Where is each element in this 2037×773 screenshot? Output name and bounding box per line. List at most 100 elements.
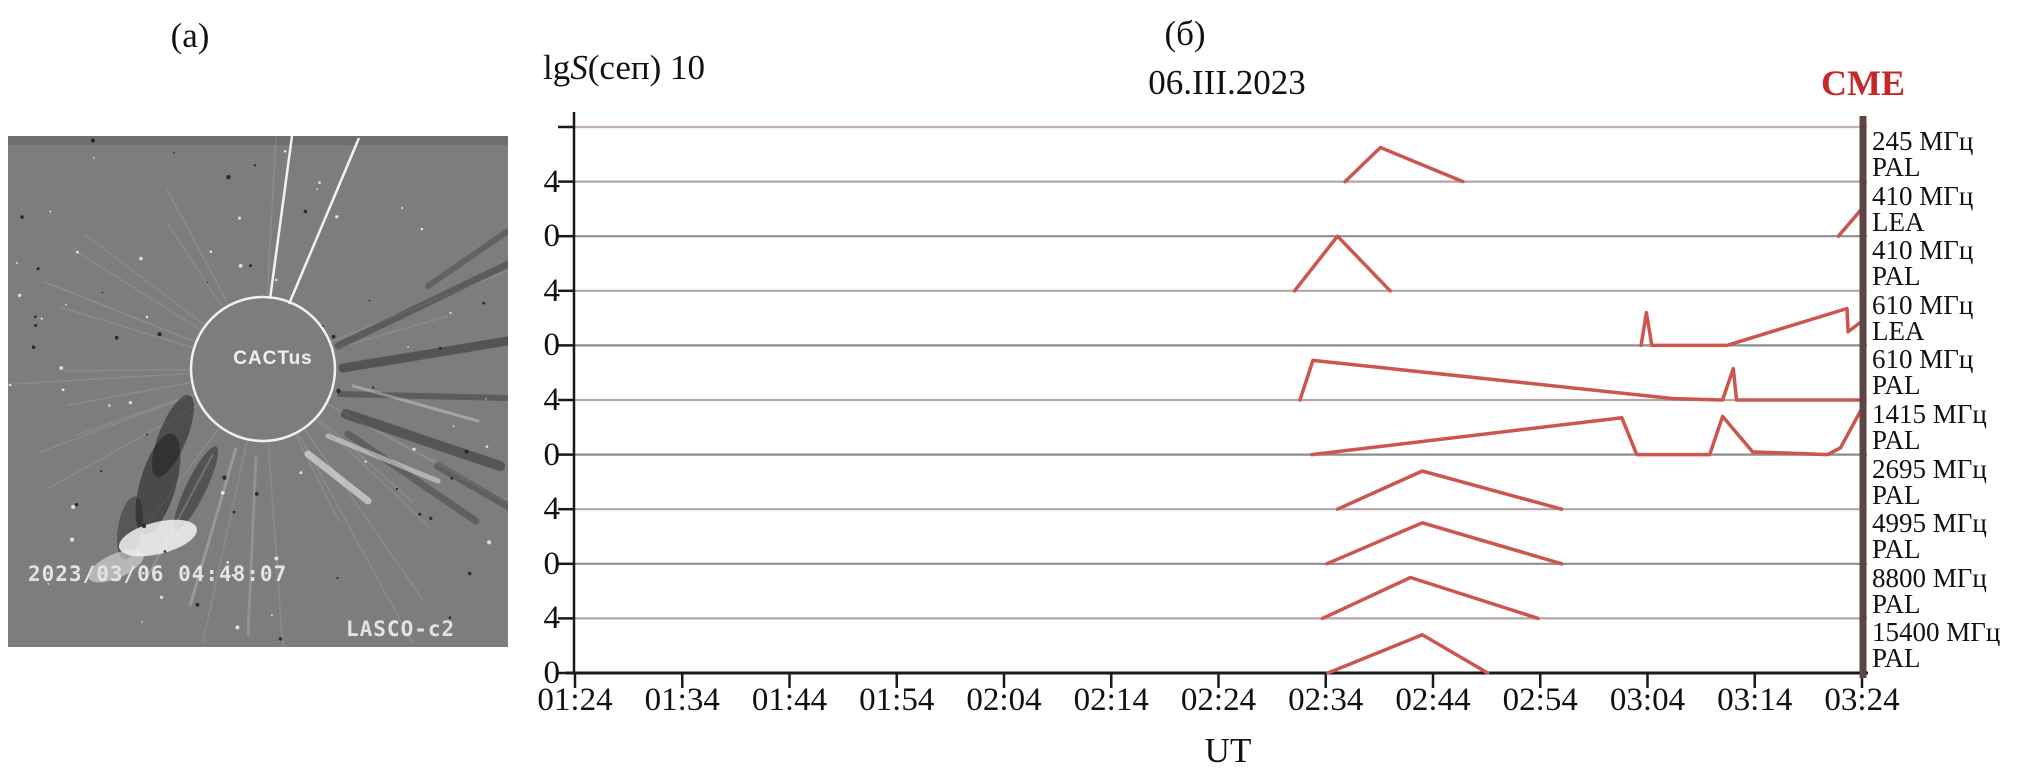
coronagraph-timestamp: 2023/03/06 04:48:07 — [28, 562, 288, 586]
noise-speckle — [70, 537, 75, 542]
noise-speckle — [407, 346, 409, 348]
streamer-line — [297, 433, 414, 643]
channel-frequency: 1415 МГц — [1872, 399, 1987, 429]
noise-speckle — [146, 433, 149, 436]
coronagraph-image: CACTus 2023/03/06 04:48:07 LASCO-c2 — [8, 136, 508, 647]
y-tick-label: 4 — [543, 163, 561, 200]
trace-ch1 — [1836, 204, 1866, 238]
noise-speckle — [253, 164, 257, 167]
noise-speckle — [34, 323, 38, 327]
noise-speckle — [141, 621, 144, 623]
channel-label: 610 МГц PAL — [1872, 344, 2037, 399]
noise-speckle — [448, 616, 452, 619]
cme-wedge-line — [268, 136, 294, 300]
noise-speckle — [364, 460, 367, 463]
channel-station: PAL — [1872, 425, 1921, 455]
noise-speckle — [449, 311, 452, 315]
noise-speckle — [485, 398, 487, 400]
streamer-line — [316, 419, 431, 529]
streamer-line — [15, 372, 190, 385]
noise-speckle — [159, 595, 164, 599]
noise-speckle — [15, 261, 18, 264]
x-tick-label: 02:54 — [1502, 682, 1578, 718]
channel-label: 8800 МГц PAL — [1872, 562, 2037, 617]
trace-ch6 — [1335, 469, 1564, 511]
cme-marker-bar — [1859, 116, 1867, 678]
noise-speckle — [220, 491, 225, 495]
channel-station: PAL — [1872, 534, 1921, 565]
noise-speckle — [278, 637, 283, 641]
streamer-line — [266, 136, 277, 296]
channel-frequency: 610 МГц — [1872, 344, 1974, 375]
streamer-line — [165, 186, 229, 305]
streamer-line — [66, 381, 191, 407]
trace-ch7 — [1325, 521, 1564, 566]
noise-speckle — [232, 510, 236, 514]
noise-speckle — [61, 388, 65, 392]
noise-speckle — [209, 250, 213, 253]
channel-frequency: 245 МГц — [1872, 126, 1974, 156]
noise-speckle — [157, 332, 162, 337]
noise-speckle — [139, 256, 143, 261]
x-tick-label: 03:14 — [1717, 682, 1793, 718]
streamer-line — [42, 280, 195, 343]
x-tick-label: 02:44 — [1395, 682, 1471, 718]
noise-speckle — [100, 470, 103, 473]
noise-speckle — [482, 301, 486, 305]
streamer-line — [331, 269, 508, 343]
x-tick-label: 03:04 — [1609, 682, 1686, 718]
noise-speckle — [226, 561, 230, 564]
cactus-annotation: CACTus — [233, 348, 313, 369]
noise-speckle — [336, 577, 339, 580]
noise-speckle — [335, 215, 339, 219]
channel-station: PAL — [1872, 643, 1921, 674]
streamer-line — [58, 306, 193, 349]
channel-label: 410 МГц PAL — [1872, 235, 2037, 290]
noise-speckle — [20, 215, 24, 219]
noise-speckle — [31, 345, 36, 349]
streamer-line — [71, 248, 201, 331]
x-tick-label: 02:24 — [1180, 682, 1257, 718]
channel-frequency: 8800 МГц — [1872, 562, 1987, 593]
noise-speckle — [92, 157, 95, 159]
y-tick-label: 4 — [543, 272, 561, 309]
streamer-line — [295, 434, 341, 523]
noise-speckle — [412, 447, 416, 451]
channel-frequency: 410 МГц — [1872, 235, 1974, 266]
channel-station: LEA — [1872, 206, 1925, 237]
channel-label: 245 МГц PAL — [1872, 126, 2037, 182]
noise-speckle — [254, 492, 259, 496]
noise-speckle — [303, 209, 308, 214]
streamer-line — [165, 221, 223, 308]
noise-speckle — [439, 346, 442, 350]
noise-speckle — [128, 401, 132, 405]
noise-speckle — [420, 227, 424, 231]
noise-speckle — [222, 475, 227, 480]
y-axis-title: lgS(сеп) 10 — [543, 48, 705, 88]
x-tick-label: 01:34 — [644, 682, 720, 718]
noise-speckle — [249, 264, 252, 267]
noise-speckle — [71, 504, 76, 509]
channel-frequency: 410 МГц — [1872, 180, 1974, 211]
channel-station: PAL — [1872, 479, 1921, 510]
noise-speckle — [195, 602, 200, 607]
noise-speckle — [173, 152, 175, 154]
noise-speckle — [299, 471, 303, 475]
y-tick-label: 0 — [543, 327, 561, 364]
noise-speckle — [145, 315, 149, 319]
streamer-line — [201, 441, 248, 644]
noise-speckle — [234, 577, 238, 582]
streamer-line — [267, 442, 284, 647]
noise-speckle — [17, 293, 22, 298]
occulter-circle — [189, 295, 337, 443]
channel-label: 2695 МГц PAL — [1872, 455, 2037, 510]
channel-frequency: 610 МГц — [1872, 289, 1974, 320]
streamer-line — [75, 393, 194, 437]
noise-speckle — [34, 315, 37, 318]
noise-speckle — [485, 445, 489, 448]
trace-ch9 — [1326, 633, 1490, 675]
x-tick-label: 02:04 — [966, 682, 1042, 718]
streamer-line — [327, 403, 508, 502]
channel-station: PAL — [1872, 152, 1921, 182]
